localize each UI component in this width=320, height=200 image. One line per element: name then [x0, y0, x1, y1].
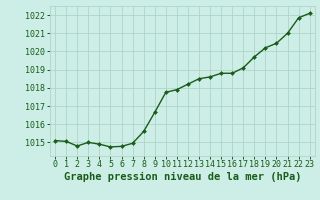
X-axis label: Graphe pression niveau de la mer (hPa): Graphe pression niveau de la mer (hPa): [64, 172, 301, 182]
